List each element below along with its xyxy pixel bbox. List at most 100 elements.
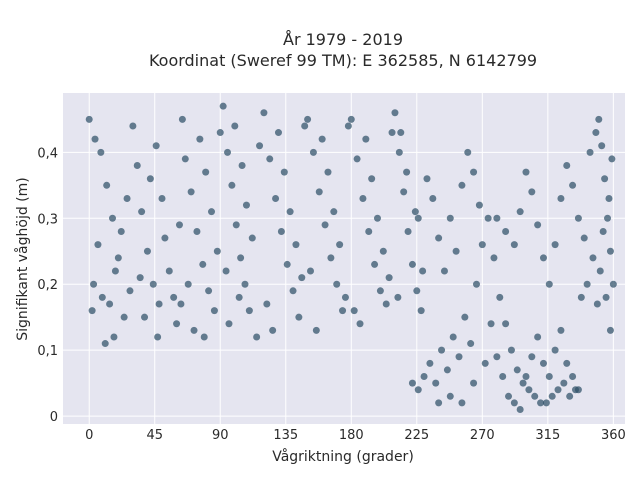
data-point [232,221,240,229]
data-point [292,241,300,249]
data-point [318,135,326,143]
data-point [534,333,542,341]
grid-lines [63,93,625,424]
data-point [440,267,448,275]
data-point [126,287,134,295]
data-point [419,267,427,275]
data-point [200,333,208,341]
data-point [231,122,239,130]
data-point [516,208,524,216]
data-point [260,109,268,117]
data-point [238,162,246,170]
data-point [513,366,521,374]
data-point [458,181,466,189]
data-point [609,280,617,288]
data-point [184,280,192,288]
data-point [467,340,475,348]
data-point [539,359,547,367]
data-point [216,129,224,137]
data-point [224,148,232,156]
data-point [114,254,122,262]
data-point [155,300,163,308]
data-point [472,280,480,288]
data-point [429,194,437,202]
data-point [593,300,601,308]
data-point [295,313,303,321]
x-tick-label: 0 [85,428,93,443]
data-point [256,142,264,150]
data-point [490,254,498,262]
data-point [606,247,614,255]
data-point [245,307,253,315]
data-point [391,109,399,117]
data-point [598,142,606,150]
data-point [117,227,125,235]
data-point [537,399,545,407]
data-point [539,254,547,262]
data-point [109,214,117,222]
data-point [475,201,483,209]
data-point [604,214,612,222]
x-tick-label: 360 [601,428,626,443]
data-point [359,194,367,202]
data-point [551,241,559,249]
data-point [522,373,530,381]
x-tick-label: 225 [404,428,429,443]
data-point [435,234,443,242]
data-point [408,379,416,387]
data-point [382,300,390,308]
x-tick-label: 135 [273,428,298,443]
data-point [464,148,472,156]
data-point [141,313,149,321]
data-point [435,399,443,407]
data-point [528,353,536,361]
data-point [274,129,282,137]
data-point [551,346,559,354]
data-point [608,155,616,163]
data-point [574,386,582,394]
data-point [91,135,99,143]
data-point [589,254,597,262]
data-point [569,373,577,381]
data-point [557,326,565,334]
data-point [219,102,227,110]
data-point [248,234,256,242]
data-point [443,366,451,374]
y-tick-labels: 0 0,1 0,2 0,3 0,4 [37,146,58,425]
data-point [111,267,119,275]
data-point [403,168,411,176]
data-point [470,379,478,387]
data-point [228,181,236,189]
data-point [315,188,323,196]
data-point [470,168,478,176]
data-point [266,155,274,163]
data-points [85,102,617,413]
data-point [487,320,495,328]
data-point [222,267,230,275]
data-point [388,129,396,137]
data-point [534,221,542,229]
data-point [165,267,173,275]
data-point [90,280,98,288]
data-point [85,115,93,123]
data-point [161,234,169,242]
data-point [557,194,565,202]
data-point [330,208,338,216]
data-point [566,392,574,400]
data-point [414,386,422,394]
data-point [196,135,204,143]
data-point [341,293,349,301]
data-point [461,313,469,321]
data-point [525,386,533,394]
data-point [554,386,562,394]
data-point [158,194,166,202]
data-point [309,148,317,156]
data-point [413,287,421,295]
data-point [408,260,416,268]
data-point [143,247,151,255]
data-point [146,175,154,183]
data-point [577,293,585,301]
data-point [178,115,186,123]
data-point [177,300,185,308]
